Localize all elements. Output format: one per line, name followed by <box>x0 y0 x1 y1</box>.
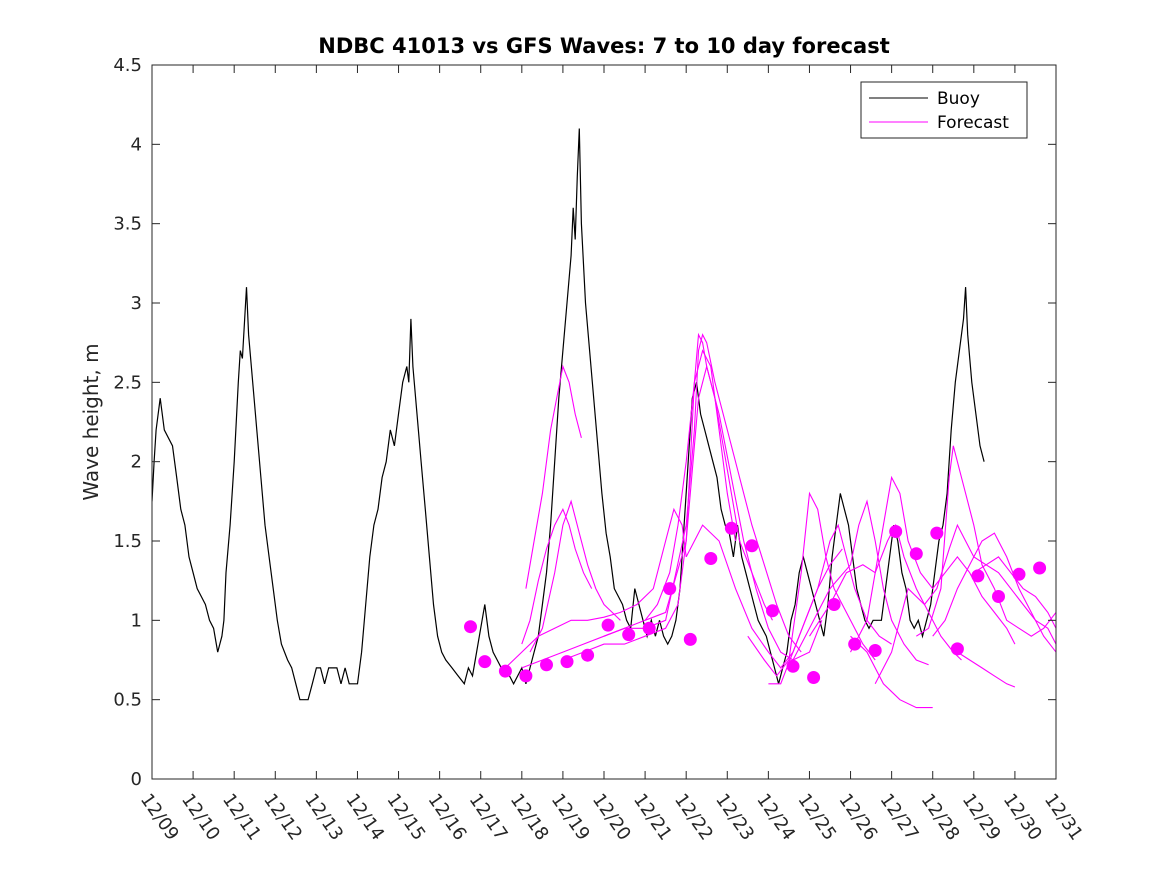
forecast-line-8 <box>685 524 843 669</box>
forecast-marker-11 <box>683 632 697 646</box>
axis-ticks <box>151 64 1057 780</box>
forecast-marker-23 <box>930 526 944 540</box>
x-tick-label: 12/30 <box>999 790 1046 845</box>
x-tick-label: 12/28 <box>917 790 964 845</box>
forecast-line-0 <box>525 364 582 589</box>
x-tick-label: 12/22 <box>670 790 717 845</box>
buoy-line <box>152 128 985 701</box>
forecast-marker-22 <box>909 547 923 561</box>
forecast-line-16 <box>916 445 1056 637</box>
x-tick-label: 12/14 <box>341 790 388 845</box>
forecast-marker-5 <box>560 655 574 669</box>
forecast-marker-12 <box>704 552 718 565</box>
forecast-markers <box>464 521 1047 684</box>
y-tick-label: 4 <box>131 134 142 155</box>
forecast-marker-21 <box>889 525 903 538</box>
forecast-line-3 <box>505 507 687 669</box>
forecast-marker-14 <box>745 539 759 553</box>
x-tick-label: 12/29 <box>958 790 1005 845</box>
forecast-line-1 <box>521 507 593 645</box>
forecast-line-5 <box>562 332 773 661</box>
y-tick-label: 2.5 <box>113 372 142 393</box>
x-tick-label: 12/26 <box>834 790 881 845</box>
forecast-marker-19 <box>848 637 862 651</box>
forecast-marker-2 <box>498 664 512 678</box>
forecast-marker-27 <box>1012 567 1026 581</box>
forecast-marker-20 <box>868 644 882 657</box>
y-tick-label: 1.5 <box>113 531 142 552</box>
forecast-line-4 <box>521 349 737 669</box>
forecast-marker-6 <box>581 648 595 662</box>
x-tick-label: 12/24 <box>752 790 799 845</box>
x-tick-label: 12/12 <box>259 790 306 845</box>
forecast-line-19 <box>973 564 1056 645</box>
forecast-marker-15 <box>766 604 779 618</box>
x-tick-label: 12/17 <box>465 790 512 845</box>
x-tick-label: 12/15 <box>382 790 429 845</box>
forecast-marker-13 <box>724 521 738 535</box>
x-tick-label: 12/31 <box>1040 790 1087 845</box>
buoy-series <box>152 128 985 701</box>
x-tick-label: 12/27 <box>876 790 923 845</box>
forecast-marker-18 <box>827 598 841 611</box>
legend-label-forecast: Forecast <box>937 113 1009 133</box>
forecast-marker-28 <box>1033 561 1047 575</box>
forecast-marker-25 <box>971 569 985 583</box>
x-tick-label: 12/13 <box>300 790 347 845</box>
x-tick-label: 12/23 <box>711 790 758 845</box>
y-tick-label: 2 <box>131 452 142 473</box>
x-tick-label: 12/09 <box>136 790 183 845</box>
x-tick-label: 12/10 <box>177 790 224 845</box>
x-tick-labels: 12/0912/1012/1112/1212/1312/1412/1512/16… <box>136 790 1087 845</box>
forecast-marker-0 <box>464 620 477 634</box>
y-tick-label: 4.5 <box>113 55 142 76</box>
y-axis-label: Wave height, m <box>79 343 103 500</box>
plot-area <box>152 65 1056 779</box>
y-tick-labels: 0 0.5 1 1.5 2 2.5 3 3.5 4 4.5 <box>113 55 142 790</box>
forecast-marker-8 <box>622 628 636 642</box>
forecast-marker-16 <box>786 659 800 673</box>
forecast-line-11 <box>788 499 929 669</box>
forecast-line-14 <box>850 635 933 709</box>
forecast-line-2 <box>529 499 621 653</box>
forecast-marker-4 <box>540 658 553 672</box>
forecast-marker-24 <box>950 642 964 656</box>
x-tick-label: 12/25 <box>793 790 840 845</box>
chart-title: NDBC 41013 vs GFS Waves: 7 to 10 day for… <box>318 34 889 58</box>
y-tick-label: 3.5 <box>113 214 142 235</box>
x-tick-label: 12/16 <box>424 790 471 845</box>
forecast-line-13 <box>850 475 1016 653</box>
forecast-marker-3 <box>519 669 533 683</box>
forecast-marker-7 <box>601 618 615 632</box>
y-tick-label: 3 <box>131 293 142 314</box>
forecast-marker-9 <box>642 621 656 635</box>
x-tick-label: 12/11 <box>218 790 265 845</box>
forecast-marker-17 <box>807 671 821 684</box>
legend: Buoy Forecast <box>860 81 1028 139</box>
legend-box <box>860 81 1028 139</box>
forecast-marker-10 <box>663 582 677 596</box>
x-tick-label: 12/21 <box>629 790 676 845</box>
forecast-line-18 <box>957 651 1016 688</box>
forecast-marker-26 <box>992 590 1005 603</box>
forecast-line-15 <box>874 523 1056 685</box>
x-tick-label: 12/20 <box>588 790 635 845</box>
forecast-marker-1 <box>478 655 492 669</box>
x-tick-label: 12/19 <box>547 790 594 845</box>
forecast-line-9 <box>747 491 876 677</box>
forecast-line-6 <box>603 333 802 653</box>
legend-label-buoy: Buoy <box>937 89 980 109</box>
forecast-line-10 <box>768 523 892 685</box>
x-tick-label: 12/18 <box>506 790 553 845</box>
y-tick-label: 1 <box>131 610 142 631</box>
y-tick-label: 0.5 <box>113 690 142 711</box>
y-tick-label: 0 <box>131 769 142 790</box>
